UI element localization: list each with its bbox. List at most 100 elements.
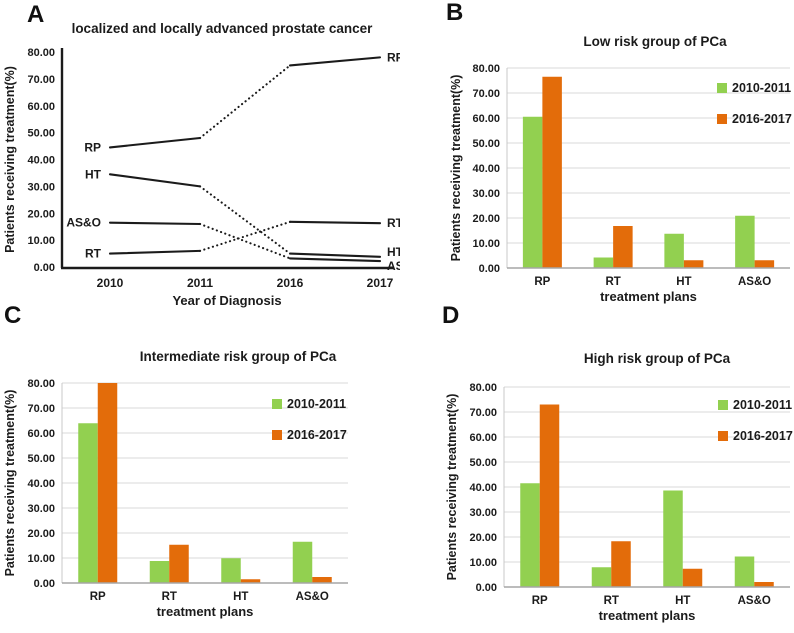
series-label-left-AS&O: AS&O: [66, 216, 101, 230]
panel-a-line-chart: localized and locally advanced prostate …: [3, 21, 400, 308]
bar-2010-2011-RP: [78, 423, 98, 583]
y-tick-label: 30.00: [472, 188, 500, 200]
legend-swatch-2010-2011: [718, 400, 728, 410]
y-tick-label: 70.00: [472, 88, 500, 100]
x-category-label: RP: [90, 591, 106, 603]
series-line-RP: [108, 56, 382, 149]
y-axis-title: Patients receiving treatment(%): [3, 66, 17, 253]
x-tick-label: 2010: [97, 276, 124, 290]
series-segment-dotted: [198, 185, 292, 255]
x-category-label: RP: [532, 595, 548, 607]
bar-2010-2011-HT: [664, 233, 684, 268]
legend-swatch-2016-2017: [718, 431, 728, 441]
y-tick-label: 40.00: [472, 163, 500, 175]
series-segment-solid: [108, 136, 202, 149]
y-tick-label: 10.00: [27, 553, 55, 565]
legend-label-2016-2017: 2016-2017: [287, 428, 347, 442]
y-tick-label: 60.00: [469, 432, 497, 444]
y-axis-title: Patients receiving treatment(%): [449, 75, 463, 262]
series-label-right-HT: HT: [387, 245, 400, 259]
y-tick-label: 50.00: [472, 138, 500, 150]
y-tick-label: 40.00: [469, 482, 497, 494]
y-tick-label: 80.00: [472, 63, 500, 75]
y-tick-label: 80.00: [27, 378, 55, 390]
series-label-left-RP: RP: [84, 140, 101, 154]
legend-label-2010-2011: 2010-2011: [732, 81, 791, 95]
x-category-label: AS&O: [738, 276, 771, 288]
bar-2010-2011-HT: [221, 558, 241, 583]
bar-2016-2017-AS&O: [312, 577, 332, 583]
bar-2016-2017-RP: [97, 383, 118, 583]
x-tick-label: 2017: [367, 276, 394, 290]
legend-swatch-2016-2017: [717, 114, 727, 124]
y-tick-label: 20.00: [27, 208, 55, 220]
panel-d-letter: D: [442, 302, 460, 329]
panel-c-bar-chart: Intermediate risk group of PCa Patients r…: [3, 349, 348, 619]
y-tick-label: 70.00: [27, 74, 55, 86]
legend-label-2010-2011: 2010-2011: [287, 397, 346, 411]
y-tick-label: 70.00: [27, 403, 55, 415]
y-tick-label: 20.00: [469, 532, 497, 544]
legend-swatch-2010-2011: [272, 399, 282, 409]
bar-2016-2017-RT: [611, 541, 631, 587]
panel-b-bar-chart: Low risk group of PCa Patients receiving …: [449, 34, 792, 304]
x-category-label: HT: [676, 276, 691, 288]
y-tick-label: 30.00: [27, 181, 55, 193]
x-tick-label: 2016: [277, 276, 304, 290]
panel-c: Intermediate risk group of PCa Patients r…: [0, 317, 400, 633]
x-category-label: AS&O: [296, 591, 329, 603]
y-tick-label: 10.00: [27, 235, 55, 247]
bar-2016-2017-RP: [542, 76, 562, 268]
x-category-label: RT: [162, 591, 177, 603]
y-tick-label: 60.00: [472, 113, 500, 125]
panel-b: Low risk group of PCa Patients receiving …: [400, 0, 794, 312]
y-tick-label: 60.00: [27, 428, 55, 440]
y-tick-label: 20.00: [27, 528, 55, 540]
bar-2010-2011-RP: [522, 116, 543, 268]
bar-2010-2011-AS&O: [734, 556, 755, 587]
y-tick-label: 30.00: [469, 507, 497, 519]
bar-2016-2017-HT: [682, 568, 703, 587]
bar-2010-2011-HT: [663, 490, 683, 587]
y-tick-label: 30.00: [27, 503, 55, 515]
x-category-label: HT: [675, 595, 690, 607]
chart-title: High risk group of PCa: [584, 351, 731, 366]
y-tick-label: 0.00: [34, 262, 55, 274]
series-label-left-RT: RT: [85, 247, 102, 261]
bar-2016-2017-RT: [169, 544, 189, 583]
y-tick-label: 20.00: [472, 213, 500, 225]
bar-2016-2017-HT: [683, 260, 704, 268]
x-tick-label: 2011: [187, 276, 213, 290]
chart-title: Low risk group of PCa: [583, 34, 727, 49]
y-tick-label: 40.00: [27, 155, 55, 167]
y-tick-label: 0.00: [479, 263, 500, 275]
bar-2010-2011-RT: [591, 567, 612, 587]
legend-swatch-2016-2017: [272, 430, 282, 440]
series-label-left-HT: HT: [85, 167, 102, 181]
series-segment-solid: [288, 220, 382, 225]
legend-label-2016-2017: 2016-2017: [732, 112, 792, 126]
y-tick-label: 10.00: [469, 557, 497, 569]
series-segment-dotted: [198, 64, 292, 140]
x-category-label: RT: [605, 276, 620, 288]
y-tick-label: 0.00: [476, 582, 497, 594]
series-segment-solid: [108, 173, 202, 188]
panel-d-bar-chart: High risk group of PCa Patients receiving…: [445, 351, 793, 623]
bar-2016-2017-AS&O: [754, 260, 775, 268]
y-tick-label: 50.00: [27, 453, 55, 465]
series-segment-dotted: [198, 222, 292, 260]
legend-label-2010-2011: 2010-2011: [733, 398, 792, 412]
panel-a-letter: A: [27, 1, 45, 28]
bar-2010-2011-RT: [149, 561, 170, 583]
series-label-right-RT: RT: [387, 216, 400, 230]
bar-2016-2017-AS&O: [754, 582, 774, 587]
panel-b-letter: B: [446, 0, 464, 26]
bar-2010-2011-AS&O: [735, 215, 755, 268]
y-tick-label: 60.00: [27, 101, 55, 113]
series-label-right-AS&O: AS&O: [387, 259, 400, 273]
y-tick-label: 80.00: [27, 47, 55, 59]
bar-2010-2011-AS&O: [292, 541, 313, 583]
x-axis-title: Year of Diagnosis: [172, 293, 281, 308]
series-segment-solid: [288, 257, 382, 263]
